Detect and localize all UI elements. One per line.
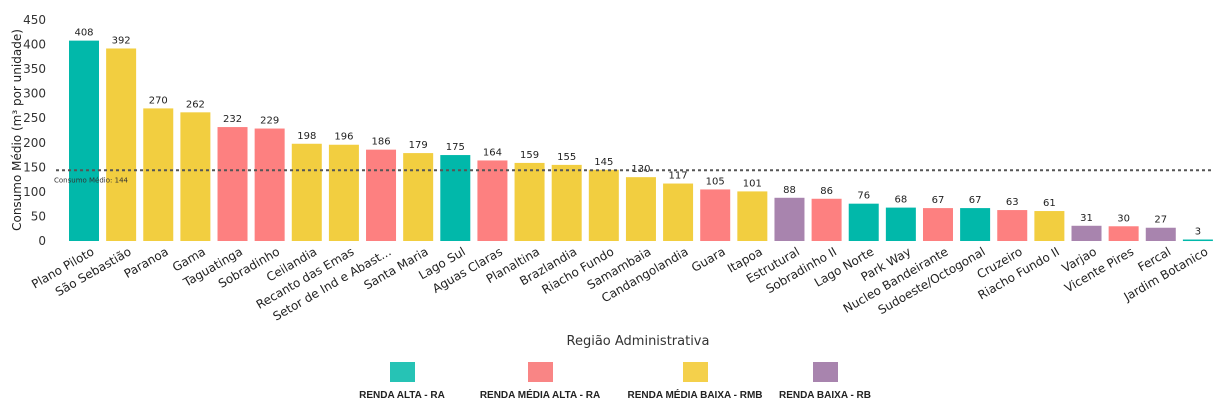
y-tick-label: 350: [23, 62, 46, 76]
data-label: 27: [1154, 215, 1167, 226]
y-tick-label: 150: [23, 160, 46, 174]
bar: [69, 40, 99, 242]
bar: [1145, 227, 1176, 241]
data-label: 31: [1080, 213, 1093, 224]
data-label: 175: [446, 142, 465, 153]
data-label: 3: [1195, 227, 1201, 238]
bar: [514, 162, 545, 241]
data-label: 68: [894, 195, 907, 206]
bar: [328, 144, 359, 241]
bar: [811, 198, 842, 241]
data-label: 179: [409, 140, 428, 151]
bar: [960, 208, 991, 241]
data-label: 392: [112, 35, 131, 46]
data-label: 105: [706, 176, 725, 187]
x-axis-title: Região Administrativa: [567, 334, 710, 349]
bar: [700, 189, 731, 241]
legend-item: RENDA BAIXA - RB: [735, 362, 915, 401]
bar: [143, 108, 174, 242]
legend-label: RENDA MÉDIA BAIXA - RMB: [627, 390, 763, 401]
bar: [291, 143, 322, 241]
bar: [217, 127, 248, 241]
y-tick-label: 300: [23, 87, 46, 101]
data-label: 30: [1117, 213, 1130, 224]
data-label: 232: [223, 114, 242, 125]
legend-swatch: [812, 362, 838, 382]
x-tick-label: Guara: [689, 244, 728, 274]
legend-swatch: [682, 362, 708, 382]
bar: [440, 155, 471, 241]
bar: [997, 210, 1028, 241]
bar: [551, 164, 582, 241]
data-label: 186: [371, 137, 390, 148]
bar: [1034, 211, 1065, 241]
data-label: 196: [334, 132, 353, 143]
y-tick-label: 250: [23, 111, 46, 125]
average-line-label: Consumo Médio: 144: [54, 176, 129, 184]
data-label: 86: [820, 186, 833, 197]
legend-item: RENDA ALTA - RA: [312, 362, 492, 401]
data-label: 198: [297, 131, 316, 142]
legend-label: RENDA ALTA - RA: [359, 390, 445, 401]
bar: [1108, 226, 1139, 241]
data-label: 262: [186, 99, 205, 110]
bar: [403, 153, 434, 241]
legend-item: RENDA MÉDIA BAIXA - RMB: [605, 362, 785, 401]
data-label: 408: [74, 28, 93, 39]
bar: [737, 191, 768, 241]
data-label: 145: [594, 157, 613, 168]
bar: [663, 183, 694, 241]
y-tick-label: 100: [23, 185, 46, 199]
data-label: 88: [783, 185, 796, 196]
data-label: 67: [969, 195, 982, 206]
bar: [477, 160, 508, 241]
bar-series: 408 392 270 262 232 229 198 196 186 179 175 164 159 1…: [69, 28, 1213, 242]
data-label: 270: [149, 95, 168, 106]
bar: [588, 169, 619, 241]
bar: [254, 128, 285, 241]
y-tick-label: 50: [31, 209, 46, 223]
y-axis-title: Consumo Médio (m³ por unidade): [10, 29, 24, 231]
data-label: 155: [557, 152, 576, 163]
data-label: 117: [669, 171, 688, 182]
bar: [885, 207, 916, 241]
data-label: 229: [260, 116, 279, 127]
legend-label: RENDA MÉDIA ALTA - RA: [479, 390, 601, 401]
bar: [106, 48, 137, 242]
data-label: 101: [743, 178, 762, 189]
y-axis: 0 50 100 150 200 250 300 350 400 450: [23, 13, 46, 248]
bar: [848, 203, 879, 241]
y-tick-label: 400: [23, 38, 46, 52]
legend-swatch: [389, 362, 415, 382]
data-label: 76: [857, 191, 870, 202]
data-label: 61: [1043, 198, 1056, 209]
y-tick-label: 450: [23, 13, 46, 27]
reference-line: Consumo Médio: 144: [54, 169, 1212, 184]
data-label: 164: [483, 147, 502, 158]
legend-swatch: [527, 362, 553, 382]
bar: [774, 197, 805, 241]
legend-label: RENDA BAIXA - RB: [778, 390, 872, 401]
bar: [180, 112, 211, 241]
data-label: 63: [1006, 197, 1019, 208]
bar: [922, 208, 953, 241]
data-label: 67: [932, 195, 945, 206]
bar: [366, 149, 397, 241]
legend: RENDA ALTA - RA RENDA MÉDIA ALTA - RA REND…: [0, 362, 1216, 406]
y-tick-label: 200: [23, 136, 46, 150]
bar: [1071, 225, 1102, 241]
data-label: 159: [520, 150, 539, 161]
bar: [625, 177, 656, 241]
bar: [1182, 239, 1213, 242]
legend-item: RENDA MÉDIA ALTA - RA: [450, 362, 630, 401]
y-tick-label: 0: [38, 234, 46, 248]
